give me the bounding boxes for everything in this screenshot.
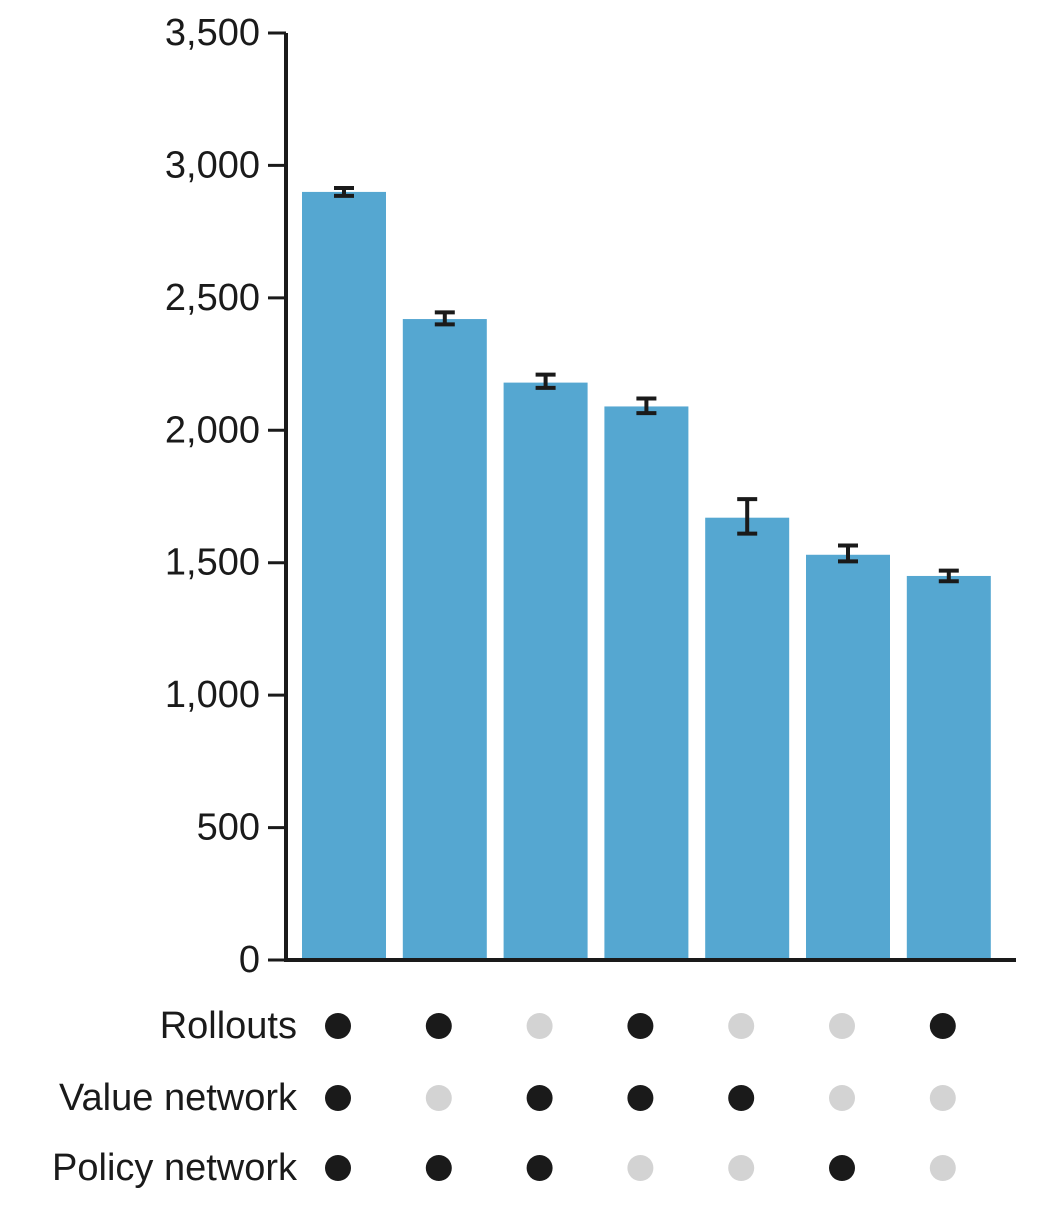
indicator-dot-on (325, 1013, 351, 1039)
error-bar (737, 497, 758, 536)
bars (302, 191, 991, 960)
indicator-dot-on (627, 1013, 654, 1039)
error-bar (838, 543, 858, 564)
y-tick-label: 2,500 (165, 277, 260, 319)
indicator-matrix: Rollouts Value network Policy network (52, 1005, 956, 1189)
y-tick-label: 1,000 (165, 674, 260, 716)
indicator-dot-on (325, 1155, 351, 1181)
error-bar (334, 185, 354, 198)
y-tick-label: 3,500 (165, 12, 260, 54)
indicator-dot-on (425, 1013, 452, 1039)
y-tick-label: 1,500 (165, 542, 260, 584)
error-bars (334, 185, 959, 584)
bar (806, 554, 890, 960)
indicator-dot-on (526, 1085, 553, 1111)
error-bar (636, 396, 657, 416)
bar (705, 517, 790, 960)
indicator-row-label: Value network (59, 1077, 298, 1119)
y-tick-label: 2,000 (165, 409, 260, 451)
indicator-dot-off (728, 1155, 755, 1181)
bar (604, 406, 689, 960)
y-tick-label: 0 (239, 939, 260, 981)
indicator-row-label: Policy network (52, 1147, 298, 1189)
indicator-dot-off (425, 1085, 452, 1111)
bar (402, 319, 487, 960)
indicator-dot-off (627, 1155, 654, 1181)
indicator-dot-on (425, 1155, 452, 1181)
indicator-dot-on (728, 1085, 755, 1111)
indicator-dot-off (829, 1085, 855, 1111)
error-bar (535, 372, 556, 390)
error-bar (434, 310, 455, 327)
indicator-dot-off (929, 1085, 956, 1111)
indicator-row-label: Rollouts (160, 1005, 297, 1047)
indicator-dot-on (627, 1085, 654, 1111)
indicator-dot-on (325, 1085, 351, 1111)
indicator-dot-off (526, 1013, 553, 1039)
indicator-dot-on (526, 1155, 553, 1181)
indicator-dot-on (929, 1013, 956, 1039)
bar (503, 382, 588, 960)
indicator-dot-off (929, 1155, 956, 1181)
y-tick-label: 500 (197, 807, 260, 849)
bar (906, 575, 991, 960)
bar (302, 191, 386, 960)
indicator-dot-on (829, 1155, 855, 1181)
y-axis-ticks: 0 500 1,000 1,500 2,000 2,500 3,000 3,500 (165, 12, 286, 981)
indicator-dot-off (728, 1013, 755, 1039)
y-tick-label: 3,000 (165, 144, 260, 186)
error-bar (938, 568, 959, 584)
indicator-dot-off (829, 1013, 855, 1039)
